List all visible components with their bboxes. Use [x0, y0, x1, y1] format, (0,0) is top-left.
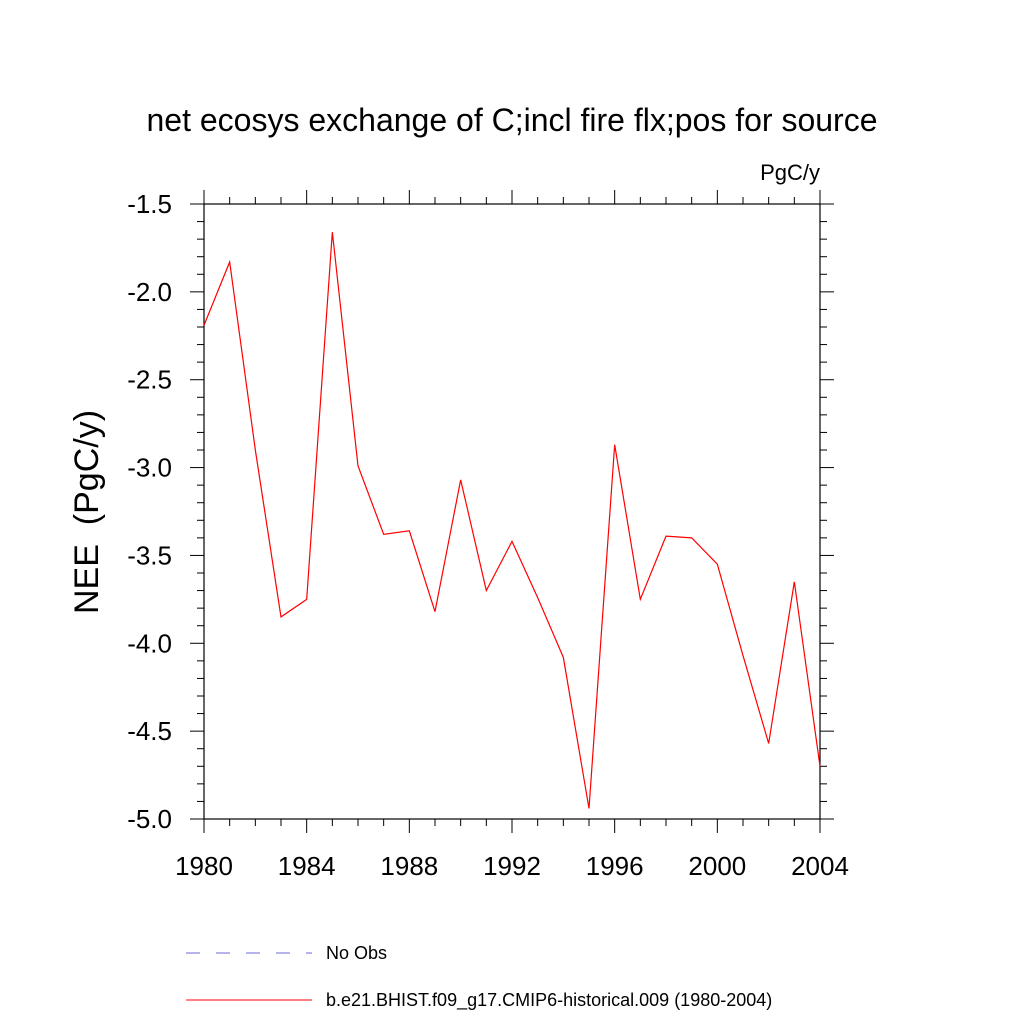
x-tick-labels: 1980 1984 1988 1992 1996 2000 2004 — [175, 851, 849, 881]
x-tick-label: 1996 — [586, 851, 644, 881]
x-tick-label: 2000 — [688, 851, 746, 881]
plot-frame — [203, 203, 821, 820]
y-tick-label: -1.5 — [127, 189, 172, 219]
axis-ticks — [190, 190, 834, 833]
y-tick-label: -3.0 — [127, 453, 172, 483]
units-label: PgC/y — [760, 160, 820, 185]
y-tick-label: -2.5 — [127, 365, 172, 395]
x-tick-label: 1988 — [380, 851, 438, 881]
y-tick-label: -3.5 — [127, 540, 172, 570]
x-tick-label: 1984 — [278, 851, 336, 881]
x-tick-label: 2004 — [791, 851, 849, 881]
data-series — [203, 232, 821, 809]
y-axis-label: NEE (PgC/y) — [68, 410, 106, 614]
x-tick-label: 1992 — [483, 851, 541, 881]
y-tick-label: -4.5 — [127, 716, 172, 746]
legend-label-no-obs: No Obs — [326, 943, 387, 963]
series-line — [203, 232, 821, 809]
y-tick-label: -2.0 — [127, 277, 172, 307]
y-tick-label: -4.0 — [127, 628, 172, 658]
y-tick-labels: -1.5 -2.0 -2.5 -3.0 -3.5 -4.0 -4.5 -5.0 — [127, 189, 172, 834]
y-tick-label: -5.0 — [127, 804, 172, 834]
x-tick-label: 1980 — [175, 851, 233, 881]
chart-title: net ecosys exchange of C;incl fire flx;p… — [146, 102, 877, 138]
legend-label-historical: b.e21.BHIST.f09_g17.CMIP6-historical.009… — [326, 990, 772, 1011]
legend: No Obs b.e21.BHIST.f09_g17.CMIP6-histori… — [186, 943, 772, 1011]
